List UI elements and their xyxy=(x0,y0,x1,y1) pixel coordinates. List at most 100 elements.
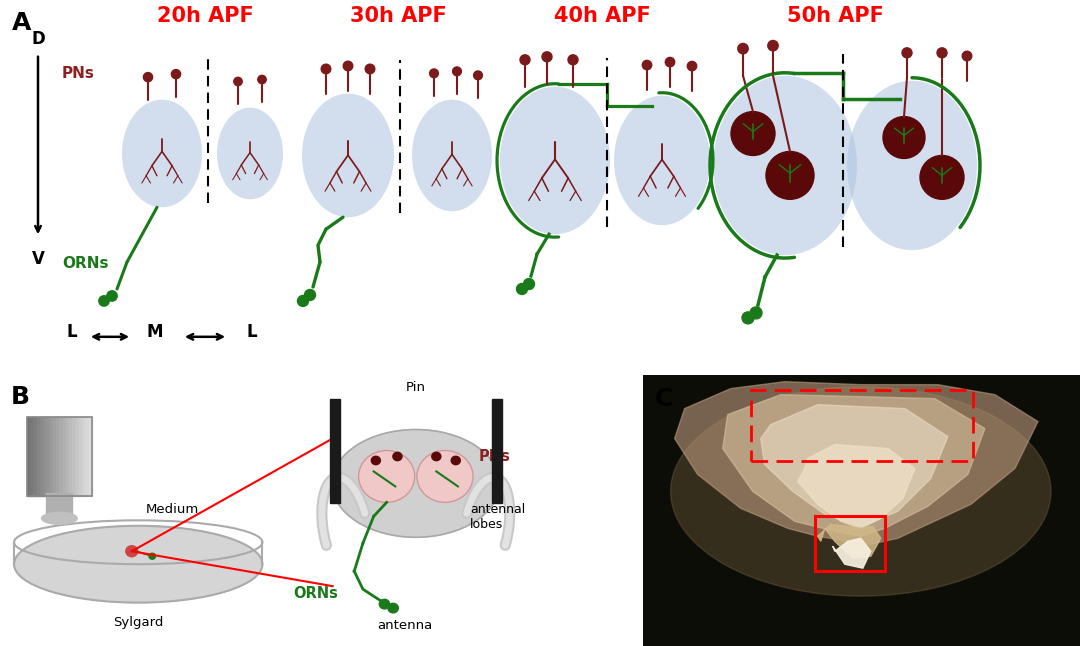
Ellipse shape xyxy=(500,87,610,234)
Text: 30h APF: 30h APF xyxy=(350,6,446,26)
Circle shape xyxy=(343,61,353,71)
Text: B: B xyxy=(11,384,30,409)
Polygon shape xyxy=(760,404,948,526)
Circle shape xyxy=(321,64,330,74)
Bar xyxy=(76,417,79,496)
Bar xyxy=(43,417,46,496)
Text: C: C xyxy=(654,387,673,411)
Circle shape xyxy=(542,52,552,62)
Bar xyxy=(56,417,59,496)
Ellipse shape xyxy=(333,430,499,537)
Circle shape xyxy=(144,72,152,81)
Circle shape xyxy=(297,295,309,306)
Bar xyxy=(69,417,72,496)
Circle shape xyxy=(359,450,415,503)
Text: M: M xyxy=(147,323,163,341)
Circle shape xyxy=(149,553,156,559)
Circle shape xyxy=(372,456,380,464)
Bar xyxy=(33,417,37,496)
Circle shape xyxy=(920,156,964,200)
Circle shape xyxy=(258,76,266,84)
Bar xyxy=(814,516,885,571)
Bar xyxy=(330,399,339,503)
Text: antennal
lobes: antennal lobes xyxy=(470,503,525,532)
Bar xyxy=(66,417,69,496)
Polygon shape xyxy=(818,525,881,558)
Ellipse shape xyxy=(713,76,858,255)
Bar xyxy=(491,399,501,503)
Text: Pin: Pin xyxy=(406,380,426,393)
Circle shape xyxy=(233,78,242,86)
Circle shape xyxy=(524,278,535,289)
Text: Medium: Medium xyxy=(146,503,200,516)
Circle shape xyxy=(125,546,138,557)
Circle shape xyxy=(883,116,924,158)
Bar xyxy=(79,417,82,496)
Text: L: L xyxy=(67,323,78,341)
Text: A: A xyxy=(12,11,31,35)
Bar xyxy=(30,417,33,496)
Circle shape xyxy=(519,55,530,65)
Polygon shape xyxy=(798,444,915,528)
Circle shape xyxy=(432,452,441,461)
Bar xyxy=(53,417,56,496)
Text: ORNs: ORNs xyxy=(62,256,108,271)
Ellipse shape xyxy=(302,94,394,217)
Polygon shape xyxy=(833,538,870,568)
Ellipse shape xyxy=(615,96,710,225)
Text: PNs: PNs xyxy=(478,449,511,464)
Ellipse shape xyxy=(411,99,492,211)
Circle shape xyxy=(750,307,762,319)
Text: 50h APF: 50h APF xyxy=(786,6,883,26)
Text: antenna: antenna xyxy=(377,619,433,632)
Bar xyxy=(85,417,89,496)
Circle shape xyxy=(568,55,578,65)
Ellipse shape xyxy=(671,387,1051,596)
Circle shape xyxy=(643,60,651,70)
Text: Sylgard: Sylgard xyxy=(113,616,163,629)
Circle shape xyxy=(453,67,461,76)
Circle shape xyxy=(417,450,473,503)
Circle shape xyxy=(430,69,438,78)
Bar xyxy=(751,390,973,461)
Circle shape xyxy=(687,61,697,71)
Circle shape xyxy=(451,456,460,464)
Polygon shape xyxy=(723,395,985,536)
Text: L: L xyxy=(246,323,257,341)
Bar xyxy=(46,494,72,521)
Ellipse shape xyxy=(42,512,78,525)
Circle shape xyxy=(766,151,814,200)
Circle shape xyxy=(742,312,754,324)
Circle shape xyxy=(388,603,399,613)
Ellipse shape xyxy=(217,108,283,200)
Ellipse shape xyxy=(122,99,202,207)
Circle shape xyxy=(738,43,748,54)
Circle shape xyxy=(474,71,483,79)
Circle shape xyxy=(365,64,375,74)
Text: 40h APF: 40h APF xyxy=(554,6,650,26)
Text: PNs: PNs xyxy=(62,67,95,81)
Text: ORNs: ORNs xyxy=(293,586,338,601)
Circle shape xyxy=(172,70,180,79)
Circle shape xyxy=(937,48,947,57)
Bar xyxy=(27,417,92,496)
Circle shape xyxy=(107,291,118,301)
Circle shape xyxy=(516,284,527,295)
Text: 20h APF: 20h APF xyxy=(157,6,254,26)
Circle shape xyxy=(98,296,109,306)
Circle shape xyxy=(393,452,402,461)
Bar xyxy=(27,417,30,496)
Circle shape xyxy=(962,51,972,61)
Polygon shape xyxy=(675,382,1038,544)
Bar xyxy=(40,417,43,496)
Text: D: D xyxy=(31,30,45,48)
Ellipse shape xyxy=(14,526,262,603)
Ellipse shape xyxy=(847,81,977,250)
Bar xyxy=(72,417,76,496)
Circle shape xyxy=(379,599,390,609)
Bar xyxy=(50,417,53,496)
Bar xyxy=(46,417,50,496)
Bar xyxy=(59,417,63,496)
Bar xyxy=(37,417,40,496)
Bar xyxy=(89,417,92,496)
